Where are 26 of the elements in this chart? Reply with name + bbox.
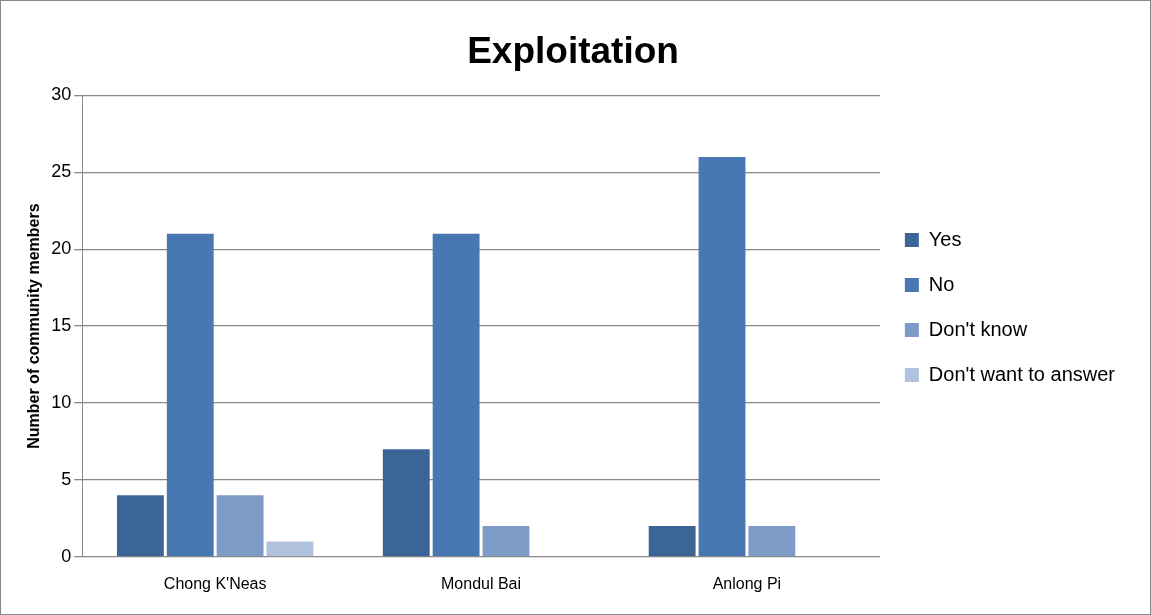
bar: [432, 233, 480, 557]
bar: [748, 526, 796, 557]
bar: [216, 495, 264, 557]
x-tick-label: Mondul Bai: [441, 574, 522, 592]
y-tick-label: 10: [51, 391, 72, 412]
bar: [648, 526, 696, 557]
legend-label: Yes: [928, 227, 962, 250]
legend-label: Don't know: [928, 317, 1028, 340]
bar: [482, 526, 530, 557]
bar: [698, 156, 746, 557]
legend-label: Don't want to answer: [928, 362, 1116, 385]
y-tick-label: 25: [51, 161, 72, 182]
bar: [166, 233, 214, 557]
y-tick-label: 0: [61, 545, 72, 566]
x-tick-label: Anlong Pi: [712, 574, 782, 592]
x-tick-label: Chong K'Neas: [163, 574, 267, 592]
bar: [116, 495, 164, 557]
y-tick-label: 5: [61, 468, 72, 489]
bar: [382, 449, 430, 557]
y-axis-title: Number of community members: [25, 203, 43, 449]
legend-label: No: [928, 272, 955, 295]
y-tick-label: 30: [51, 84, 72, 105]
chart-title: Exploitation: [467, 30, 679, 72]
y-tick-label: 15: [51, 315, 72, 336]
bar: [266, 541, 314, 557]
y-tick-label: 20: [51, 238, 72, 259]
